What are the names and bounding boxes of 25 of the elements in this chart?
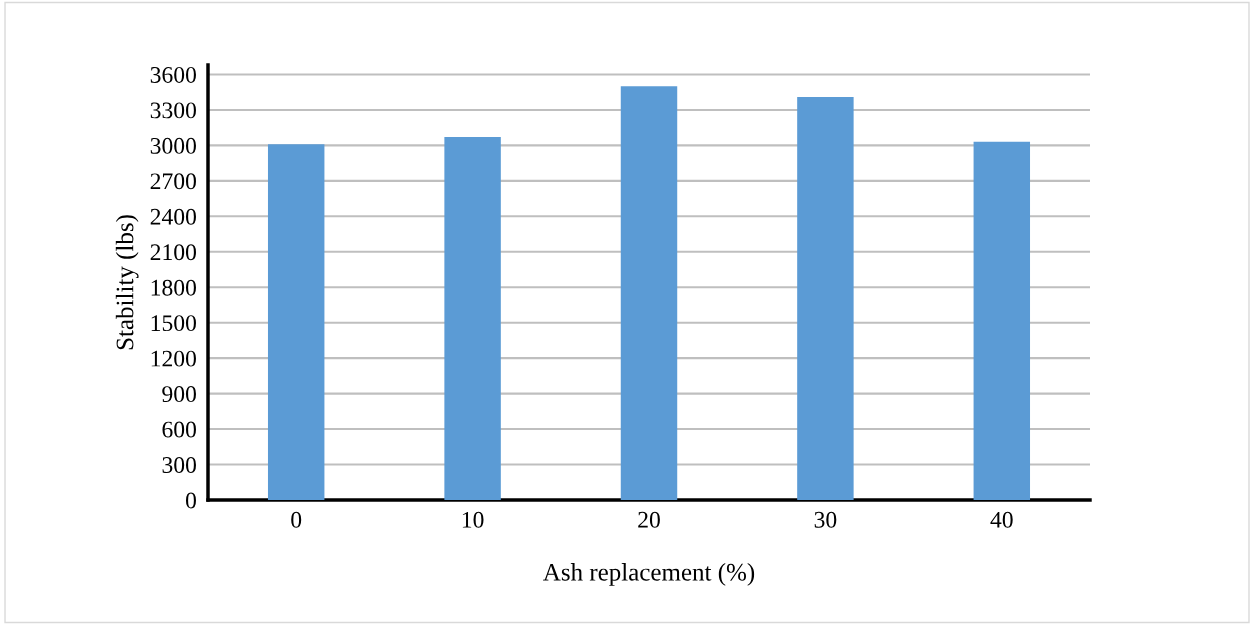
bar bbox=[444, 137, 501, 500]
y-tick-label: 600 bbox=[162, 421, 196, 438]
y-tick-label: 1800 bbox=[151, 279, 196, 296]
y-tick-label: 0 bbox=[185, 492, 196, 509]
x-tick-label: 40 bbox=[990, 511, 1013, 528]
y-tick-label: 3000 bbox=[150, 137, 196, 154]
bar bbox=[797, 96, 854, 500]
y-tick-label: 1200 bbox=[151, 350, 196, 367]
y-tick-label: 2100 bbox=[150, 244, 196, 261]
bar bbox=[620, 86, 678, 500]
y-axis-title: Stability (lbs) bbox=[115, 215, 139, 350]
y-tick-label: 3300 bbox=[150, 102, 196, 119]
y-tick-label: 3600 bbox=[150, 66, 196, 83]
y-tick-label: 900 bbox=[162, 386, 196, 403]
bar bbox=[267, 144, 325, 500]
y-tick-label: 2400 bbox=[150, 208, 196, 225]
bar bbox=[973, 141, 1031, 500]
y-tick-label: 300 bbox=[162, 457, 196, 473]
y-tick-label: 1500 bbox=[151, 315, 196, 332]
x-axis-title: Ash replacement (%) bbox=[543, 563, 755, 586]
x-tick-label: 20 bbox=[638, 511, 660, 528]
x-tick-label: 0 bbox=[291, 511, 302, 528]
x-tick-label: 30 bbox=[814, 511, 837, 528]
y-tick-label: 2700 bbox=[150, 173, 196, 190]
x-tick-label: 10 bbox=[462, 511, 484, 528]
